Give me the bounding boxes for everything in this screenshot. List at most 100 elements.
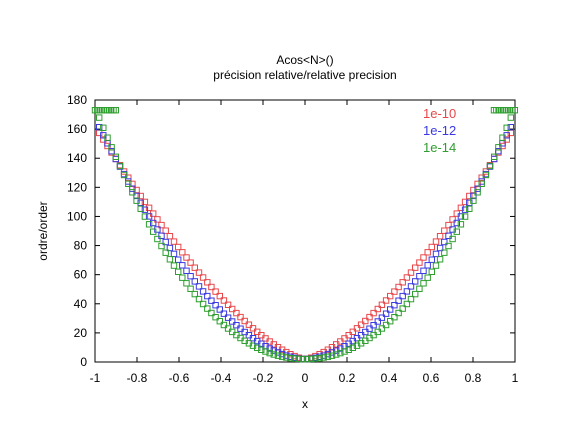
data-point (183, 280, 190, 287)
data-point (170, 262, 178, 269)
data-point (412, 290, 419, 298)
data-point (208, 297, 215, 304)
data-point (349, 344, 357, 352)
data-point (96, 124, 103, 131)
data-point (216, 318, 224, 325)
data-point (503, 136, 510, 143)
data-point (233, 309, 240, 317)
data-point (283, 354, 290, 361)
data-point (199, 274, 207, 281)
data-point (424, 274, 431, 281)
data-point (432, 262, 440, 269)
x-tick-label: 1 (512, 371, 519, 385)
y-tick-label: 40 (74, 297, 88, 311)
data-point (158, 242, 165, 250)
data-point (362, 328, 369, 336)
data-point (378, 301, 386, 309)
data-point (320, 354, 327, 361)
x-tick-label: -0.6 (169, 371, 190, 385)
data-point (407, 269, 415, 276)
data-point (212, 302, 219, 309)
data-point (391, 288, 398, 295)
data-point (133, 192, 140, 200)
legend-label: 1e-12 (423, 123, 456, 138)
data-point (112, 153, 119, 161)
data-point (387, 318, 394, 325)
data-point (278, 353, 286, 360)
data-point (403, 300, 411, 308)
data-point (357, 332, 365, 339)
data-point (382, 297, 390, 304)
data-point (183, 254, 190, 261)
data-point (428, 243, 436, 251)
data-point (345, 332, 352, 339)
data-point (170, 250, 178, 258)
data-point (461, 213, 469, 220)
data-point (441, 249, 448, 256)
data-point (179, 274, 186, 281)
data-point (266, 349, 273, 357)
y-tick-label: 120 (67, 180, 87, 194)
data-point (258, 332, 265, 339)
data-point (96, 114, 103, 121)
data-point (495, 144, 502, 151)
data-point (224, 314, 232, 321)
data-point (424, 262, 431, 269)
data-point (175, 243, 182, 251)
data-point (212, 288, 219, 295)
data-point (204, 292, 211, 300)
data-point (387, 306, 394, 313)
data-point (453, 219, 461, 227)
data-point (432, 238, 440, 245)
x-tick-label: 0.4 (381, 371, 398, 385)
x-axis-label: x (302, 397, 308, 411)
data-point (470, 192, 477, 200)
data-point (141, 206, 149, 213)
y-tick-label: 0 (80, 355, 87, 369)
data-point (374, 318, 382, 325)
y-tick-label: 60 (74, 268, 88, 282)
data-point (511, 107, 518, 114)
x-tick-label: 0.6 (423, 371, 440, 385)
data-point (420, 280, 427, 287)
data-point (457, 213, 465, 220)
data-point (166, 233, 174, 240)
x-tick-label: 0 (302, 371, 309, 385)
data-point (137, 192, 144, 200)
data-point (362, 317, 369, 325)
data-point (503, 124, 510, 131)
data-point (179, 249, 186, 256)
data-point (308, 355, 315, 363)
data-point (154, 226, 161, 233)
data-point (175, 268, 182, 276)
data-point (499, 134, 506, 141)
x-tick-label: -0.2 (253, 371, 274, 385)
data-point (258, 346, 265, 354)
data-point (403, 288, 411, 295)
data-point (353, 325, 361, 332)
data-point (229, 305, 236, 313)
data-point (436, 233, 444, 240)
data-point (162, 227, 169, 234)
data-point (274, 352, 282, 359)
data-point (199, 288, 207, 295)
data-point (220, 310, 228, 317)
data-point (428, 256, 436, 263)
data-point (453, 228, 461, 235)
data-point (303, 355, 311, 363)
data-point (199, 300, 207, 308)
data-point (316, 355, 323, 362)
data-point (391, 314, 398, 321)
data-point (233, 322, 240, 329)
data-point (424, 249, 431, 256)
data-point (416, 273, 423, 280)
data-point (141, 198, 149, 206)
data-point (457, 221, 465, 228)
data-point (158, 221, 165, 229)
data-point (449, 226, 456, 233)
data-point (395, 309, 402, 317)
data-point (237, 325, 244, 332)
data-point (466, 205, 473, 213)
y-tick-label: 140 (67, 151, 87, 165)
x-tick-label: 0.2 (339, 371, 356, 385)
